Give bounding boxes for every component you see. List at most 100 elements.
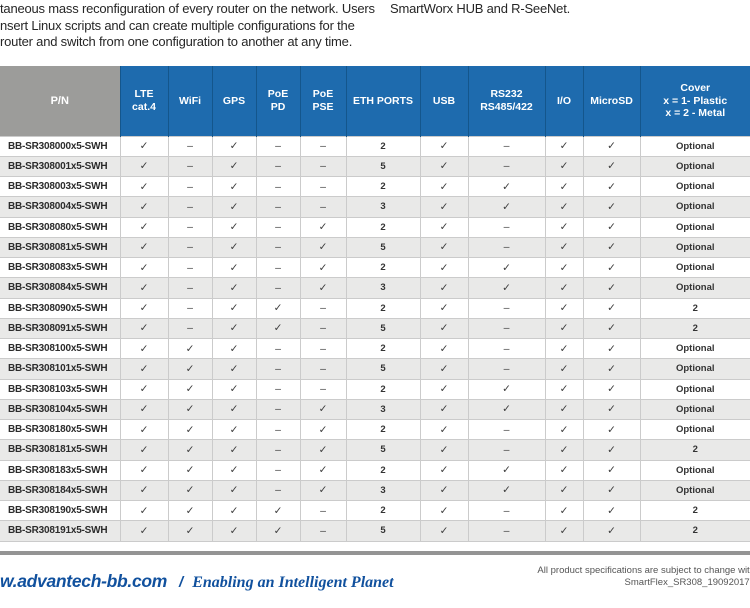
feature-cell-wifi: – <box>167 236 213 259</box>
feature-cell-rs232-rs485-422: ✓ <box>467 479 546 502</box>
feature-cell-eth-ports: 2 <box>345 216 421 238</box>
feature-cell-lte-cat4: ✓ <box>119 196 169 218</box>
feature-cell-rs232-rs485-422: – <box>467 135 546 157</box>
feature-cell-poe-pse: ✓ <box>299 398 347 421</box>
feature-cell-rs232-rs485-422: ✓ <box>467 256 546 279</box>
table-row: BB-SR308001x5-SWH ✓ – ✓ – –5 ✓ – ✓ ✓ Optional <box>0 155 750 178</box>
table-row: BB-SR308003x5-SWH ✓ – ✓ – –2 ✓ ✓ ✓ ✓ Optional <box>0 175 750 198</box>
feature-cell-io: ✓ <box>544 398 584 421</box>
feature-cell-microsd: ✓ <box>582 175 641 198</box>
part-number-cell: BB-SR308004x5-SWH <box>0 196 121 218</box>
feature-cell-eth-ports: 5 <box>345 155 421 178</box>
feature-cell-poe-pd: – <box>255 418 301 441</box>
feature-cell-poe-pse: – <box>299 135 347 157</box>
table-row: BB-SR308100x5-SWH ✓ ✓ ✓ – –2 ✓ – ✓ ✓ Optional <box>0 337 750 360</box>
feature-cell-poe-pd: – <box>255 216 301 238</box>
feature-cell-poe-pse: – <box>299 337 347 360</box>
feature-cell-usb: ✓ <box>419 439 469 461</box>
feature-cell-lte-cat4: ✓ <box>119 155 169 178</box>
feature-cell-rs232-rs485-422: – <box>467 499 546 522</box>
part-number-cell: BB-SR308084x5-SWH <box>0 277 121 299</box>
feature-cell-microsd: ✓ <box>582 479 641 502</box>
feature-cell-gps: ✓ <box>211 520 257 542</box>
feature-cell-lte-cat4: ✓ <box>119 236 169 259</box>
feature-cell-io: ✓ <box>544 418 584 441</box>
feature-cell-poe-pd: ✓ <box>255 317 301 340</box>
feature-cell-usb: ✓ <box>419 297 469 319</box>
feature-cell-io: ✓ <box>544 358 584 380</box>
feature-cell-usb: ✓ <box>419 479 469 502</box>
feature-cell-cover: Optional <box>639 358 750 380</box>
feature-cell-usb: ✓ <box>419 418 469 441</box>
feature-cell-rs232-rs485-422: ✓ <box>467 196 546 218</box>
feature-cell-cover: Optional <box>639 196 750 218</box>
table-row: BB-SR308104x5-SWH ✓ ✓ ✓ – ✓ 3 ✓ ✓ ✓ ✓ Optional <box>0 398 750 421</box>
feature-cell-wifi: – <box>167 317 213 340</box>
feature-cell-poe-pd: – <box>255 378 301 400</box>
feature-cell-poe-pse: – <box>299 297 347 319</box>
feature-cell-io: ✓ <box>544 196 584 218</box>
column-header-lte-cat4: LTE cat.4 <box>119 66 168 136</box>
feature-cell-io: ✓ <box>544 459 584 481</box>
table-row: BB-SR308183x5-SWH ✓ ✓ ✓ – ✓ 2 ✓ ✓ ✓ ✓ Optional <box>0 459 750 481</box>
feature-cell-lte-cat4: ✓ <box>119 317 169 340</box>
footer-slash-separator: / <box>179 574 184 591</box>
feature-cell-microsd: ✓ <box>582 135 641 157</box>
feature-cell-microsd: ✓ <box>582 297 641 319</box>
part-number-cell: BB-SR308183x5-SWH <box>0 459 121 481</box>
feature-cell-rs232-rs485-422: – <box>467 358 546 380</box>
part-number-cell: BB-SR308080x5-SWH <box>0 216 121 238</box>
feature-cell-eth-ports: 2 <box>345 418 421 441</box>
feature-cell-eth-ports: 2 <box>345 175 421 198</box>
feature-cell-io: ✓ <box>544 277 584 299</box>
feature-cell-rs232-rs485-422: ✓ <box>467 398 546 421</box>
feature-cell-eth-ports: 2 <box>345 499 421 522</box>
feature-cell-rs232-rs485-422: – <box>467 439 546 461</box>
feature-cell-poe-pse: – <box>299 499 347 522</box>
feature-cell-eth-ports: 3 <box>345 479 421 502</box>
part-number-cell: BB-SR308103x5-SWH <box>0 378 121 400</box>
table-row: BB-SR308090x5-SWH ✓ – ✓ ✓ –2 ✓ – ✓ ✓ 2 <box>0 297 750 319</box>
table-row: BB-SR308184x5-SWH ✓ ✓ ✓ – ✓ 3 ✓ ✓ ✓ ✓ Optional <box>0 479 750 502</box>
feature-cell-rs232-rs485-422: ✓ <box>467 175 546 198</box>
feature-cell-poe-pse: ✓ <box>299 277 347 299</box>
feature-cell-lte-cat4: ✓ <box>119 297 169 319</box>
feature-cell-poe-pd: – <box>255 256 301 279</box>
feature-cell-eth-ports: 3 <box>345 196 421 218</box>
feature-cell-poe-pse: ✓ <box>299 418 347 441</box>
feature-cell-lte-cat4: ✓ <box>119 277 169 299</box>
feature-cell-gps: ✓ <box>211 378 257 400</box>
intro-line-2: nsert Linux scripts and can create multi… <box>0 17 355 33</box>
part-number-cell: BB-SR308180x5-SWH <box>0 418 121 441</box>
part-number-cell: BB-SR308081x5-SWH <box>0 236 121 259</box>
feature-cell-io: ✓ <box>544 135 584 157</box>
table-row: BB-SR308180x5-SWH ✓ ✓ ✓ – ✓ 2 ✓ – ✓ ✓ Optional <box>0 418 750 441</box>
column-header-cover: Cover x = 1- Plastic x = 2 - Metal <box>639 66 750 136</box>
feature-cell-gps: ✓ <box>211 418 257 441</box>
feature-cell-rs232-rs485-422: – <box>467 155 546 178</box>
feature-cell-lte-cat4: ✓ <box>119 459 169 481</box>
feature-cell-eth-ports: 5 <box>345 236 421 259</box>
table-row: BB-SR308091x5-SWH ✓ – ✓ ✓ –5 ✓ – ✓ ✓ 2 <box>0 317 750 340</box>
feature-cell-poe-pd: – <box>255 479 301 502</box>
feature-cell-io: ✓ <box>544 337 584 360</box>
footer-document-id: SmartFlex_SR308_19092017d <box>624 577 750 588</box>
feature-cell-cover: 2 <box>639 297 750 319</box>
product-spec-table: P/N LTE cat.4 WiFi GPS PoE PD PoE PSE ETH PORTS US… <box>0 66 750 542</box>
feature-cell-wifi: ✓ <box>167 337 213 360</box>
feature-cell-io: ✓ <box>544 175 584 198</box>
column-header-wifi: WiFi <box>167 66 212 136</box>
feature-cell-lte-cat4: ✓ <box>119 520 169 542</box>
feature-cell-gps: ✓ <box>211 297 257 319</box>
part-number-cell: BB-SR308101x5-SWH <box>0 358 121 380</box>
feature-cell-microsd: ✓ <box>582 256 641 279</box>
column-header-gps: GPS <box>211 66 256 136</box>
feature-cell-rs232-rs485-422: – <box>467 297 546 319</box>
feature-cell-poe-pd: – <box>255 155 301 178</box>
feature-cell-rs232-rs485-422: – <box>467 317 546 340</box>
feature-cell-microsd: ✓ <box>582 236 641 259</box>
part-number-cell: BB-SR308090x5-SWH <box>0 297 121 319</box>
feature-cell-usb: ✓ <box>419 256 469 279</box>
column-header-microsd: MicroSD <box>582 66 640 136</box>
feature-cell-lte-cat4: ✓ <box>119 378 169 400</box>
